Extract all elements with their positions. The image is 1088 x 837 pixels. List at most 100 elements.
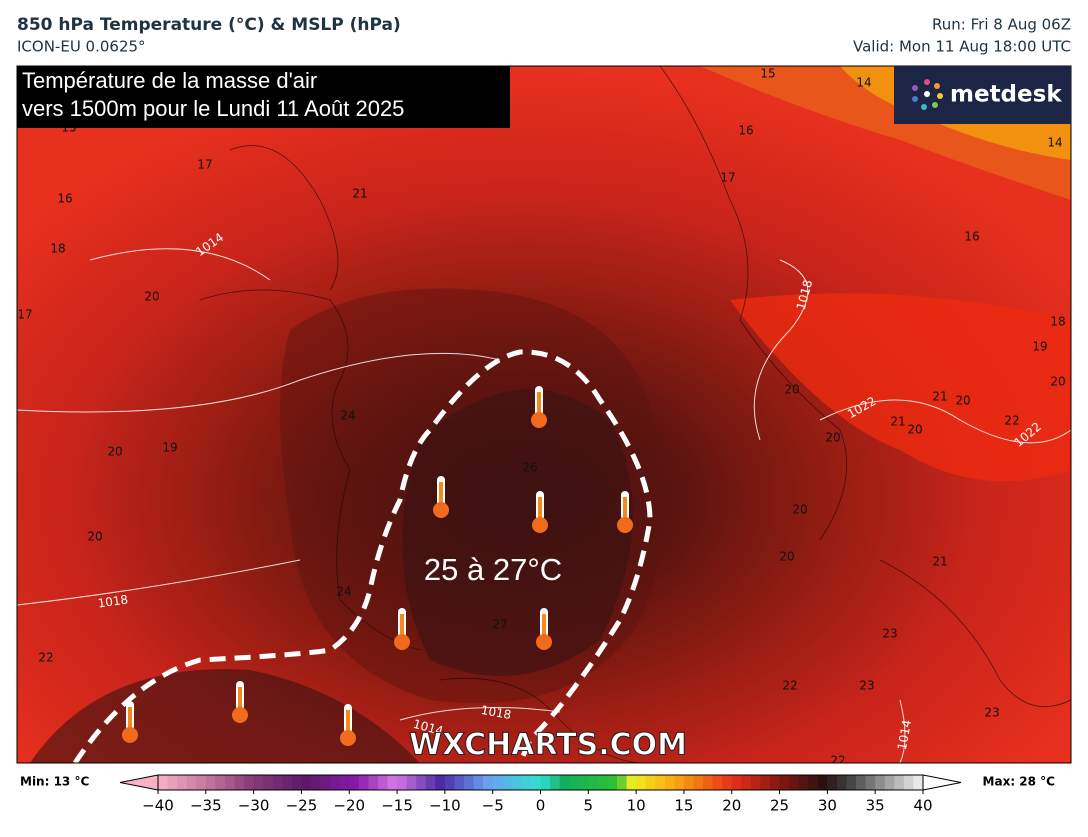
colorbar-swatch (827, 775, 838, 790)
colorbar-swatch (244, 775, 255, 790)
hot-zone-outline (72, 349, 653, 763)
isotherm-label: 21 (932, 555, 947, 569)
isobar-label: 1018 (480, 703, 513, 722)
isotherm-label: 21 (890, 415, 905, 429)
header-title: 850 hPa Temperature (°C) & MSLP (hPa) (17, 15, 401, 35)
logo-icon (912, 79, 943, 110)
colorbar-swatch (884, 775, 895, 790)
colorbar-swatch (349, 775, 360, 790)
colorbar-tick-label: 10 (627, 797, 646, 815)
colorbar-tick-label: 35 (866, 797, 885, 815)
colorbar-swatch (836, 775, 847, 790)
isobar-label: 1014 (895, 719, 914, 752)
isotherm-label: 26 (522, 461, 537, 475)
thermometer (532, 491, 548, 533)
thermometer (617, 491, 633, 533)
colorbar-tick-label: 5 (584, 797, 594, 815)
colorbar-swatch (511, 775, 522, 790)
colorbar-swatch (770, 775, 781, 790)
isotherm-label: 18 (50, 242, 65, 256)
colorbar-swatch (703, 775, 714, 790)
thermometer (536, 608, 552, 650)
colorbar-swatch (377, 775, 388, 790)
colorbar-swatch (645, 775, 656, 790)
isotherm-label: 19 (162, 441, 177, 455)
colorbar-swatch (358, 775, 369, 790)
colorbar-swatch (789, 775, 800, 790)
colorbar-swatch (158, 775, 169, 790)
colorbar-swatch (626, 775, 637, 790)
colorbar-swatch (311, 775, 322, 790)
colorbar-swatch (224, 775, 235, 790)
logo-box (894, 66, 1071, 124)
colorbar-swatch (339, 775, 350, 790)
isotherm-label: 20 (144, 290, 159, 304)
caption-box (17, 66, 510, 128)
thermometer (340, 704, 356, 746)
colorbar-swatch (301, 775, 312, 790)
isotherm-label: 20 (955, 394, 970, 408)
colorbar-swatch (387, 775, 398, 790)
colorbar-swatch (683, 775, 694, 790)
colorbar-max: Max: 28 °C (983, 775, 1056, 789)
isotherm-label: 17 (720, 171, 735, 185)
colorbar-swatch (530, 775, 541, 790)
colorbar-swatch (569, 775, 580, 790)
colorbar-swatch (550, 775, 561, 790)
colorbar: −40 −35 −30 −25 −20 −15 −10 −5 0 5 10 15 20 25 30 35 40 (119, 774, 962, 815)
colorbar-swatch (253, 775, 264, 790)
thermometer-fill (623, 497, 627, 519)
isotherm-label: 20 (825, 431, 840, 445)
coastlines (199, 66, 1071, 763)
isotherm-label: 22 (1004, 414, 1019, 428)
colorbar-swatch (674, 775, 685, 790)
colorbar-swatch (483, 775, 494, 790)
map-frame (16, 65, 1072, 764)
isotherm-label: 21 (352, 187, 367, 201)
colorbar-swatch (856, 775, 867, 790)
colorbar-swatch (578, 775, 589, 790)
colorbar-tick-label: 20 (722, 797, 741, 815)
colorbar-swatch (712, 775, 723, 790)
isotherm-label: 27 (492, 618, 507, 632)
colorbar-swatch (846, 775, 857, 790)
colorbar-swatch (798, 775, 809, 790)
colorbar-swatch (636, 775, 647, 790)
core-hot (402, 389, 633, 676)
isotherm-label: 22 (782, 679, 797, 693)
isotherm-label: 23 (882, 627, 897, 641)
colorbar-swatch (397, 775, 408, 790)
isotherm-label: 16 (738, 124, 753, 138)
thermometer-fill (542, 614, 546, 636)
colorbar-swatch (425, 775, 436, 790)
colorbar-swatch (492, 775, 503, 790)
colorbar-swatch (607, 775, 618, 790)
colorbar-swatch (903, 775, 914, 790)
colorbar-tick-label: −15 (381, 797, 413, 815)
isotherm-label: 17 (17, 308, 32, 322)
colorbar-swatch (167, 775, 178, 790)
colorbar-min: Min: 13 °C (20, 775, 89, 789)
caption-line1: Température de la masse d'air (22, 68, 317, 93)
colorbar-swatch (291, 775, 302, 790)
thermometer (122, 701, 138, 743)
isotherm-label: 20 (107, 445, 122, 459)
colorbar-swatch (320, 775, 331, 790)
colorbar-swatch (416, 775, 427, 790)
colorbar-swatch (588, 775, 599, 790)
map-field: 1514151617171416211618201718192020242120… (17, 66, 1071, 768)
thermometer (232, 681, 248, 723)
colorbar-tick-label: 15 (674, 797, 693, 815)
colorbar-swatch (234, 775, 245, 790)
colorbar-swatch (559, 775, 570, 790)
isotherm-label: 22 (830, 754, 845, 768)
colorbar-swatch (521, 775, 532, 790)
thermometer-bulb (531, 412, 547, 428)
thermometer-bulb (532, 517, 548, 533)
isobars (17, 248, 1071, 763)
colorbar-swatch (263, 775, 274, 790)
isotherm-label: 20 (784, 383, 799, 397)
isotherm-label: 17 (197, 158, 212, 172)
colorbar-tick-label: −5 (482, 797, 504, 815)
east-area (730, 293, 1071, 482)
